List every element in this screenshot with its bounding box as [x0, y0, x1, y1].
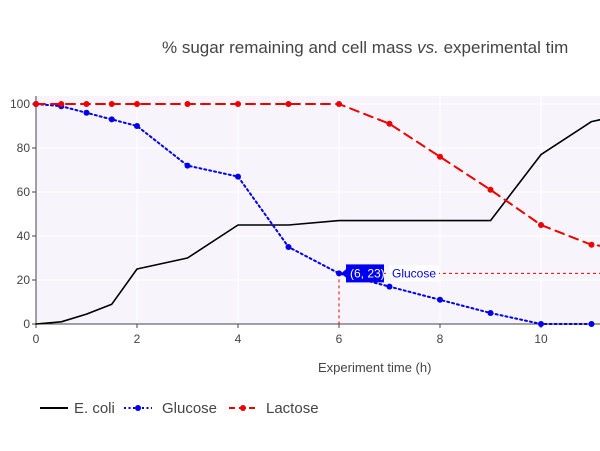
data-point[interactable] — [285, 244, 292, 250]
chart-title-italic: vs. — [417, 38, 439, 57]
y-tick-label: 60 — [17, 185, 31, 199]
y-tick-label: 40 — [17, 229, 31, 243]
data-point[interactable] — [235, 101, 241, 107]
hover-value-text: (6, 23) — [350, 266, 385, 280]
data-point[interactable] — [134, 101, 140, 107]
data-point[interactable] — [108, 101, 115, 107]
series-lactose — [33, 101, 600, 248]
data-point[interactable] — [588, 241, 595, 248]
data-point[interactable] — [285, 101, 292, 107]
data-point[interactable] — [437, 153, 443, 160]
data-point[interactable] — [336, 101, 342, 107]
y-tick-label: 80 — [17, 141, 31, 155]
data-point[interactable] — [83, 109, 90, 116]
data-point[interactable] — [437, 296, 443, 303]
hover-pointer — [341, 268, 347, 279]
series-e-coli — [35, 118, 600, 325]
axes — [35, 96, 600, 325]
data-point[interactable] — [235, 173, 241, 180]
legend: E. coli Glucose Lactose — [40, 400, 319, 417]
legend-item-lactose[interactable]: Lactose — [229, 400, 319, 417]
x-axis-label: Experiment time (h) — [318, 360, 431, 375]
chart-title: % sugar remaining and cell mass vs. expe… — [162, 38, 568, 57]
data-point[interactable] — [184, 162, 191, 169]
legend-label: Glucose — [162, 400, 217, 417]
legend-label: Lactose — [266, 400, 319, 417]
data-point[interactable] — [588, 321, 595, 327]
x-tick-label: 6 — [336, 332, 343, 346]
hover-name-text: Glucose — [392, 266, 436, 280]
series-line[interactable] — [35, 103, 593, 325]
y-tick-label: 100 — [10, 97, 30, 111]
chart-title-tail: experimental tim — [439, 38, 568, 57]
legend-item-glucose[interactable]: Glucose — [124, 400, 217, 417]
data-point[interactable] — [487, 186, 494, 193]
data-point[interactable] — [83, 101, 90, 107]
legend-label: E. coli — [74, 400, 115, 417]
x-tick-label: 2 — [134, 332, 141, 346]
data-point[interactable] — [184, 101, 191, 107]
data-point[interactable] — [336, 270, 342, 277]
data-point[interactable] — [58, 101, 65, 107]
series-group — [33, 101, 600, 327]
legend-item-e-coli[interactable]: E. coli — [40, 400, 115, 417]
legend-swatch-marker — [135, 405, 141, 411]
plot-area[interactable] — [36, 96, 600, 324]
x-tick-label: 0 — [33, 332, 40, 346]
data-point[interactable] — [538, 222, 544, 228]
x-tick-label: 8 — [437, 332, 444, 346]
y-tick-label: 20 — [17, 273, 31, 287]
chart-title-main: % sugar remaining and cell mass — [162, 38, 417, 57]
hover-value-box — [346, 264, 384, 283]
series-line[interactable] — [35, 103, 600, 247]
x-tick-label: 4 — [235, 332, 242, 346]
x-tick-label: 10 — [534, 332, 548, 346]
data-point[interactable] — [386, 120, 393, 127]
y-tick-label: 0 — [23, 317, 30, 331]
legend-swatch-marker — [240, 405, 246, 411]
data-point[interactable] — [108, 116, 115, 123]
hover-tooltip: (6, 23) Glucose — [341, 264, 439, 283]
data-point[interactable] — [386, 283, 393, 290]
data-point[interactable] — [134, 123, 140, 129]
data-point[interactable] — [487, 310, 494, 316]
data-point[interactable] — [538, 321, 544, 327]
hover-name-box — [389, 265, 439, 282]
series-line[interactable] — [35, 118, 600, 325]
data-point[interactable] — [33, 101, 39, 107]
